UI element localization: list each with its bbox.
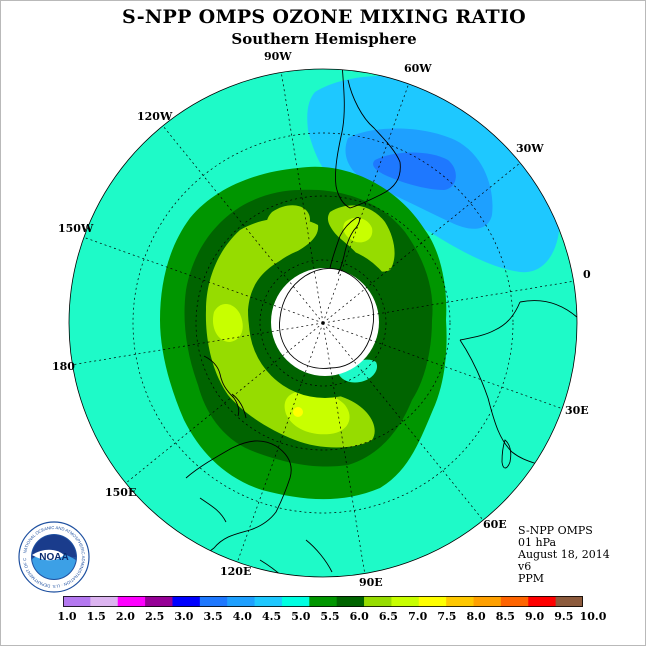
colorbar-cell bbox=[391, 596, 420, 607]
colorbar-label: 1.5 bbox=[86, 610, 106, 623]
colorbar-cell bbox=[117, 596, 146, 607]
colorbar-label: 4.5 bbox=[262, 610, 282, 623]
colorbar-cell bbox=[227, 596, 255, 607]
colorbar-cell bbox=[500, 596, 529, 607]
page-subtitle: Southern Hemisphere bbox=[231, 30, 417, 48]
map-border bbox=[68, 68, 578, 578]
colorbar-label: 9.5 bbox=[554, 610, 574, 623]
noaa-logo-text: NOAA bbox=[39, 552, 68, 563]
lon-label-90w: 90W bbox=[264, 50, 292, 63]
lon-label-30w: 30W bbox=[516, 142, 544, 155]
colorbar-label: 8.5 bbox=[495, 610, 515, 623]
colorbar-label: 6.5 bbox=[378, 610, 398, 623]
colorbar-cell bbox=[145, 596, 173, 607]
colorbar-cell bbox=[172, 596, 201, 607]
colorbar-cell bbox=[418, 596, 447, 607]
colorbar-cell bbox=[309, 596, 338, 607]
info-pressure-level: 01 hPa bbox=[518, 536, 557, 549]
colorbar-label: 5.0 bbox=[291, 610, 311, 623]
colorbar-label: 3.0 bbox=[174, 610, 194, 623]
noaa-logo: NOAA NATIONAL OCEANIC AND ATMOSPHERIC AD… bbox=[18, 521, 90, 593]
colorbar-cell bbox=[199, 596, 228, 607]
colorbar-cell bbox=[90, 596, 119, 607]
info-version: v6 bbox=[518, 560, 532, 573]
page-title: S-NPP OMPS OZONE MIXING RATIO bbox=[121, 6, 527, 28]
polar-night-nodata bbox=[271, 268, 379, 376]
lon-label-120w: 120W bbox=[137, 110, 173, 123]
colorbar-label: 7.5 bbox=[437, 610, 457, 623]
colorbar bbox=[63, 596, 583, 607]
colorbar-label: 8.0 bbox=[466, 610, 486, 623]
info-instrument: S-NPP OMPS bbox=[518, 524, 593, 537]
info-units: PPM bbox=[518, 572, 545, 585]
colorbar-cell bbox=[555, 596, 583, 607]
colorbar-label: 9.0 bbox=[525, 610, 545, 623]
lon-label-90e: 90E bbox=[359, 576, 383, 589]
lon-label-180: 180 bbox=[52, 360, 75, 373]
colorbar-label: 10.0 bbox=[579, 610, 607, 623]
colorbar-cell bbox=[528, 596, 557, 607]
info-date: August 18, 2014 bbox=[518, 548, 610, 561]
colorbar-cell bbox=[281, 596, 310, 607]
max-6.5-horseshoe bbox=[205, 218, 375, 448]
max-7.0-west bbox=[212, 303, 243, 342]
colorbar-cell bbox=[254, 596, 283, 607]
coastlines bbox=[185, 69, 577, 577]
lon-label-0: 0 bbox=[583, 268, 591, 281]
lon-label-60w: 60W bbox=[404, 62, 432, 75]
max-6.5-top bbox=[266, 205, 310, 243]
colorbar-cell bbox=[473, 596, 502, 607]
colorbar-label: 2.5 bbox=[145, 610, 165, 623]
info-block: S-NPP OMPS 01 hPa August 18, 2014 v6 PPM bbox=[518, 525, 610, 585]
colorbar-cell bbox=[364, 596, 392, 607]
colorbar-cell bbox=[63, 596, 91, 607]
colorbar-label: 7.0 bbox=[408, 610, 428, 623]
max-7.0-south bbox=[284, 389, 350, 435]
colorbar-cells bbox=[63, 596, 583, 607]
ozone-field bbox=[69, 69, 577, 577]
lon-label-150w: 150W bbox=[58, 222, 94, 235]
colorbar-cell bbox=[336, 596, 365, 607]
colorbar-border bbox=[63, 596, 583, 607]
colorbar-label: 1.0 bbox=[57, 610, 77, 623]
lon-label-150e: 150E bbox=[105, 486, 136, 499]
lon-label-30e: 30E bbox=[565, 404, 589, 417]
max-7.5-spot bbox=[293, 407, 303, 417]
colorbar-label: 2.0 bbox=[115, 610, 135, 623]
colorbar-cell bbox=[446, 596, 474, 607]
lon-label-120e: 120E bbox=[220, 565, 251, 578]
inner-5.0-notch bbox=[338, 359, 378, 383]
colorbar-label: 6.0 bbox=[349, 610, 369, 623]
low-ozone-min bbox=[373, 152, 456, 190]
lon-label-60e: 60E bbox=[483, 518, 507, 531]
colorbar-label: 3.5 bbox=[203, 610, 223, 623]
colorbar-label: 4.0 bbox=[232, 610, 252, 623]
colorbar-label: 5.5 bbox=[320, 610, 340, 623]
graticule bbox=[70, 70, 576, 576]
